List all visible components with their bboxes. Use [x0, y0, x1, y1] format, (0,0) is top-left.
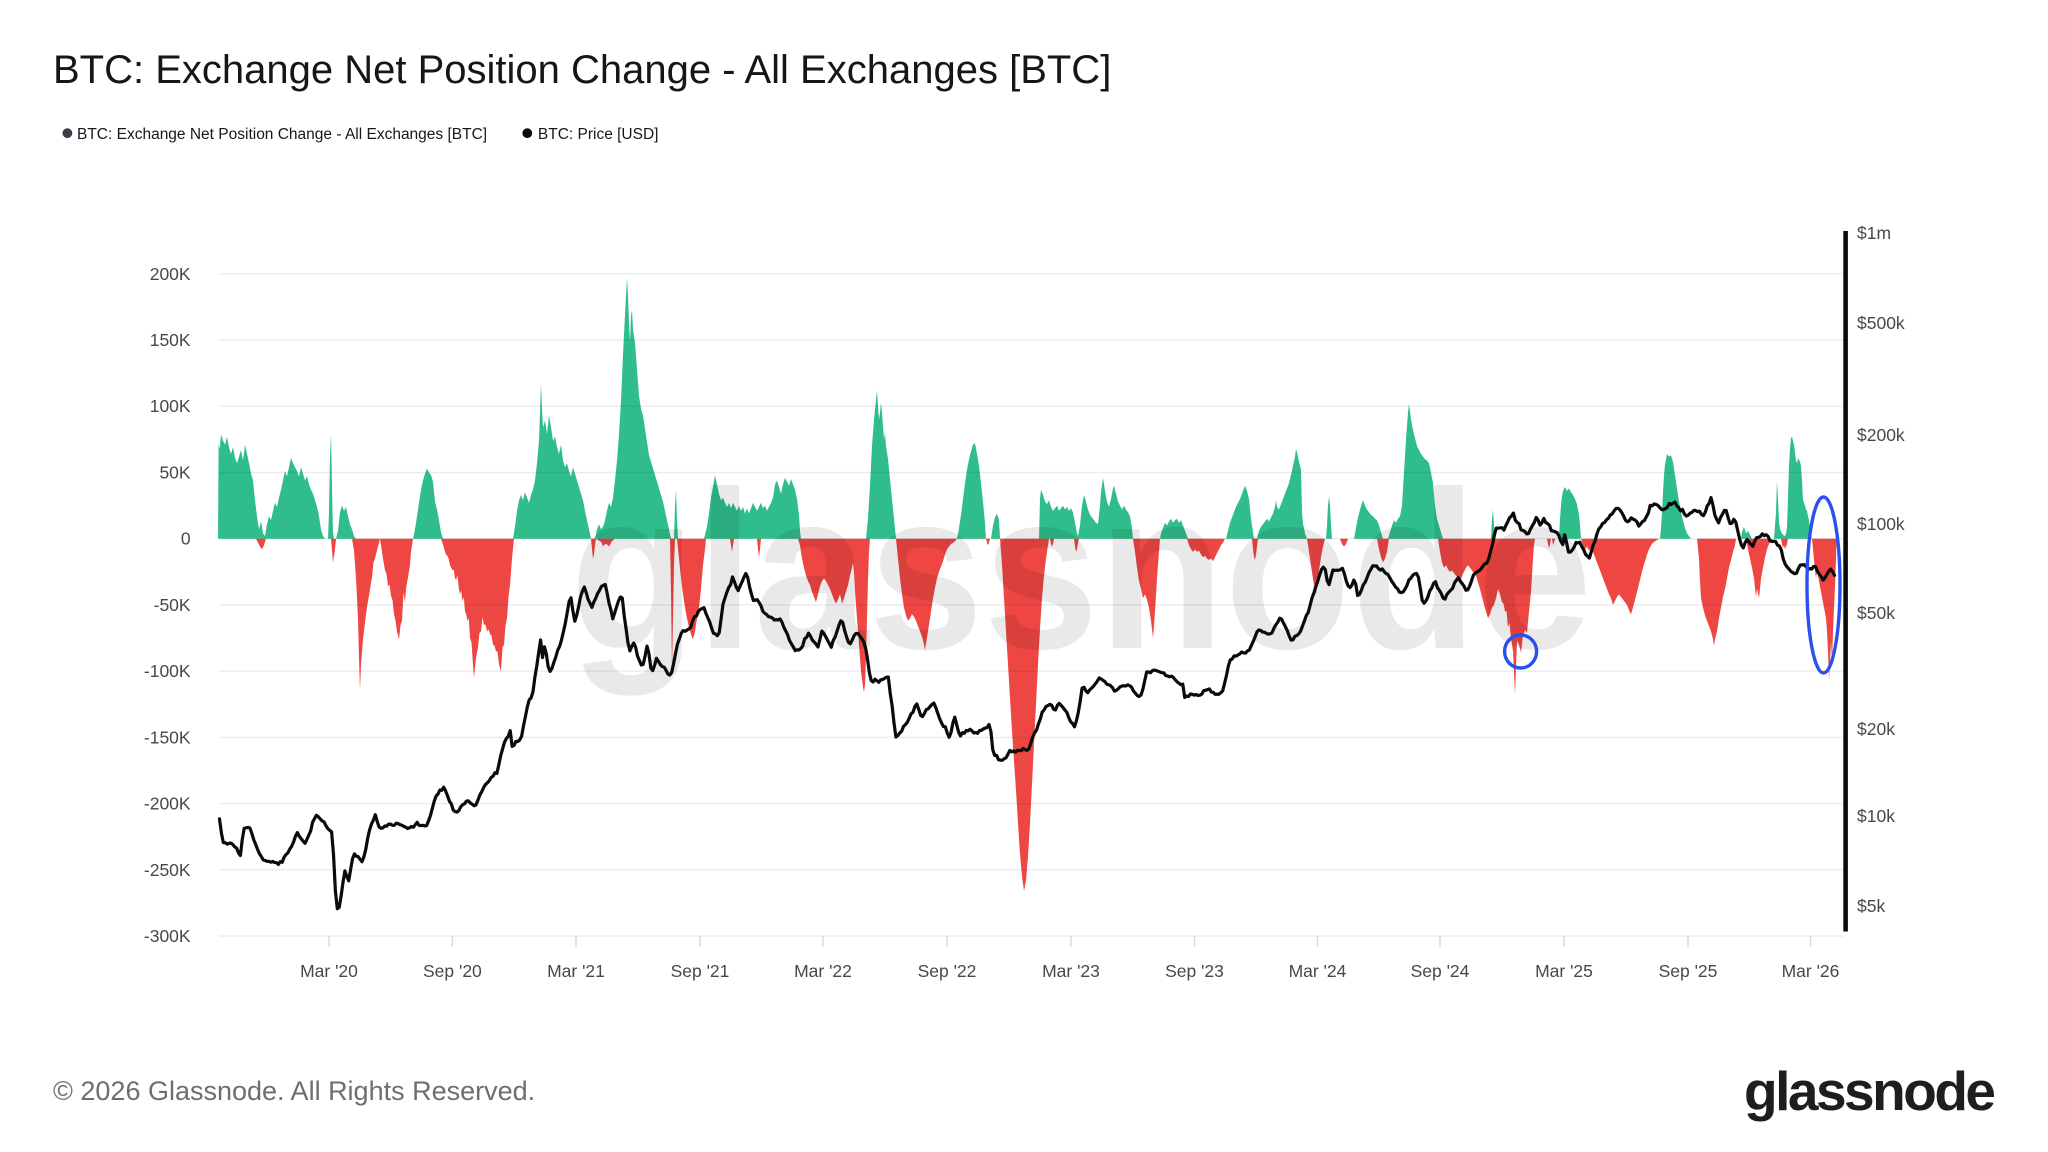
svg-text:200K: 200K	[150, 264, 191, 284]
svg-text:$500k: $500k	[1857, 313, 1905, 333]
svg-text:Mar '21: Mar '21	[547, 961, 605, 981]
svg-text:-150K: -150K	[144, 727, 191, 747]
svg-text:-50K: -50K	[154, 595, 191, 615]
svg-text:$100k: $100k	[1857, 514, 1905, 534]
svg-text:Mar '22: Mar '22	[794, 961, 852, 981]
svg-text:Sep '20: Sep '20	[423, 961, 482, 981]
svg-text:Sep '22: Sep '22	[918, 961, 977, 981]
svg-text:Sep '23: Sep '23	[1165, 961, 1224, 981]
svg-text:Sep '24: Sep '24	[1411, 961, 1470, 981]
svg-text:Mar '26: Mar '26	[1782, 961, 1840, 981]
svg-text:$10k: $10k	[1857, 806, 1895, 826]
svg-text:Mar '20: Mar '20	[300, 961, 358, 981]
svg-text:$1m: $1m	[1857, 223, 1891, 243]
svg-text:Sep '25: Sep '25	[1659, 961, 1718, 981]
svg-text:150K: 150K	[150, 330, 191, 350]
svg-text:-250K: -250K	[144, 860, 191, 880]
svg-text:Mar '23: Mar '23	[1042, 961, 1100, 981]
svg-text:Mar '25: Mar '25	[1535, 961, 1593, 981]
svg-text:$5k: $5k	[1857, 896, 1885, 916]
svg-text:$50k: $50k	[1857, 603, 1895, 623]
svg-text:Mar '24: Mar '24	[1289, 961, 1347, 981]
svg-text:0: 0	[181, 529, 191, 549]
svg-text:-100K: -100K	[144, 661, 191, 681]
svg-text:-200K: -200K	[144, 794, 191, 814]
svg-text:glassnode: glassnode	[1744, 1060, 1994, 1122]
svg-text:BTC: Price [USD]: BTC: Price [USD]	[538, 126, 659, 143]
svg-text:$20k: $20k	[1857, 719, 1895, 739]
svg-text:50K: 50K	[159, 463, 190, 483]
svg-text:BTC: Exchange Net Position Cha: BTC: Exchange Net Position Change - All …	[53, 48, 1111, 92]
svg-text:-300K: -300K	[144, 926, 191, 946]
svg-text:© 2026 Glassnode. All Rights R: © 2026 Glassnode. All Rights Reserved.	[53, 1076, 535, 1106]
svg-text:BTC: Exchange Net Position Cha: BTC: Exchange Net Position Change - All …	[77, 126, 487, 143]
svg-text:100K: 100K	[150, 396, 191, 416]
svg-text:$200k: $200k	[1857, 425, 1905, 445]
svg-text:Sep '21: Sep '21	[671, 961, 730, 981]
svg-text:glassnode: glassnode	[570, 444, 1592, 696]
